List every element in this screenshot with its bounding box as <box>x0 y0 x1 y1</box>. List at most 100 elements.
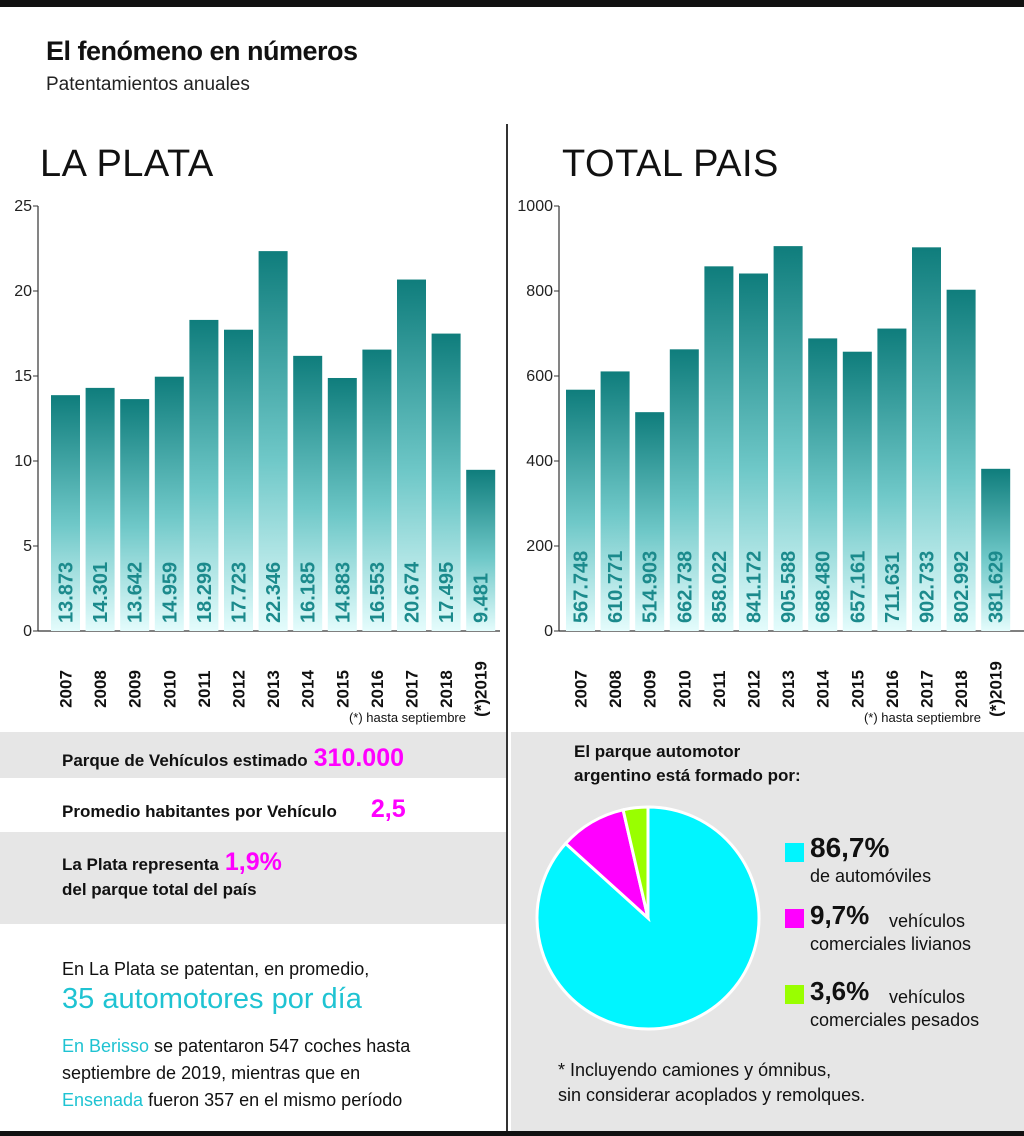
bar-value-label-0-10: 20.674 <box>402 561 424 623</box>
y-tick-label-0-2: 10 <box>14 453 32 470</box>
bar-value-label-1-5: 841.172 <box>744 551 766 623</box>
chart-title-la-plata: LA PLATA <box>40 143 214 185</box>
bar-0-6 <box>258 251 288 632</box>
bar-value-label-0-9: 16.553 <box>367 562 389 623</box>
stat-representa: La Plata representa 1,9% <box>62 848 282 877</box>
legend-text-livianos-1: vehículos <box>889 911 966 931</box>
stat-promedio: Promedio habitantes por Vehículo 2,5 <box>62 795 406 824</box>
bar-0-0 <box>51 395 80 631</box>
x-tick-label-1-9: 2016 <box>883 670 902 708</box>
bar-1-8 <box>842 351 872 631</box>
footnote-0: (*) hasta septiembre <box>349 710 466 725</box>
text-line-1: En La Plata se patentan, en promedio, <box>62 959 370 979</box>
bar-0-2 <box>120 399 150 631</box>
stat-parque: Parque de Vehículos estimado 310.000 <box>62 744 404 773</box>
y-tick-label-1-1: 200 <box>526 538 553 555</box>
bar-1-2 <box>635 412 665 631</box>
bar-value-label-0-0: 13.873 <box>56 562 78 623</box>
x-tick-label-1-11: 2018 <box>952 670 971 708</box>
bar-1-7 <box>808 338 838 631</box>
stat-representa-label: La Plata representa <box>62 855 219 874</box>
x-tick-label-0-2: 2009 <box>126 670 145 708</box>
bar-value-label-0-7: 16.185 <box>298 562 320 623</box>
bar-value-label-1-0: 567.748 <box>571 551 593 623</box>
bar-value-label-1-3: 662.738 <box>674 551 696 623</box>
bar-0-7 <box>293 355 323 631</box>
bar-1-9 <box>877 328 907 631</box>
bar-value-label-1-4: 858.022 <box>709 551 731 623</box>
bar-value-label-0-8: 14.883 <box>332 562 354 623</box>
x-tick-label-0-1: 2008 <box>91 670 110 708</box>
stat-promedio-label: Promedio habitantes por Vehículo <box>62 802 337 821</box>
x-tick-label-0-4: 2011 <box>195 671 214 708</box>
x-tick-label-0-12: (*)2019 <box>472 661 491 717</box>
legend-text-livianos-2: comerciales livianos <box>810 934 972 954</box>
bar-value-label-0-12: 9.481 <box>471 573 493 623</box>
pie-slice-2 <box>621 805 650 919</box>
bar-value-label-1-12: 381.629 <box>986 551 1008 623</box>
stat-representa-post: del parque total del país <box>62 880 257 899</box>
bar-0-10 <box>397 279 426 631</box>
pie-note-line-2: sin considerar acoplados y remolques. <box>558 1085 866 1105</box>
legend-pct-automoviles: 86,7% <box>810 832 890 863</box>
y-tick-label-0-5: 25 <box>14 198 32 215</box>
y-tick-label-0-1: 5 <box>23 538 32 555</box>
y-tick-label-1-0: 0 <box>544 623 553 640</box>
y-tick-label-1-2: 400 <box>526 453 553 470</box>
bar-value-label-1-9: 711.631 <box>882 552 904 623</box>
y-tick-label-1-5: 1000 <box>517 198 553 215</box>
bar-1-12 <box>981 468 1011 631</box>
y-tick-label-0-4: 20 <box>14 283 32 300</box>
bar-value-label-1-1: 610.771 <box>605 551 627 623</box>
pie-title-line-2: argentino está formado por: <box>574 766 801 785</box>
band-representa <box>0 832 506 924</box>
legend-swatch-automoviles <box>785 843 804 862</box>
bar-value-label-1-8: 657.161 <box>847 551 869 623</box>
bar-1-5 <box>739 273 768 631</box>
bar-1-1 <box>600 371 630 631</box>
band-parque <box>0 732 506 778</box>
bar-1-3 <box>669 349 699 631</box>
page-subtitle: Patentamientos anuales <box>46 74 250 95</box>
legend-swatch-livianos <box>785 909 804 928</box>
bar-0-8 <box>327 377 357 631</box>
x-tick-label-0-5: 2012 <box>230 670 249 708</box>
x-tick-label-0-7: 2014 <box>299 670 318 708</box>
bar-value-label-0-1: 14.301 <box>90 562 112 623</box>
x-tick-label-1-0: 2007 <box>572 670 591 708</box>
bar-value-label-0-5: 17.723 <box>229 562 251 623</box>
x-tick-label-1-10: 2017 <box>918 670 937 708</box>
bar-0-3 <box>154 376 184 631</box>
x-tick-label-0-10: 2017 <box>403 670 422 708</box>
berisso-rest: se patentaron 547 coches hasta <box>149 1036 411 1056</box>
x-tick-label-1-4: 2011 <box>710 671 729 708</box>
ensenada-link: Ensenada <box>62 1090 144 1110</box>
x-tick-label-1-12: (*)2019 <box>987 661 1006 717</box>
stat-promedio-value: 2,5 <box>370 795 406 823</box>
bar-1-10 <box>912 247 941 631</box>
y-tick-label-1-4: 800 <box>526 283 553 300</box>
x-tick-label-1-8: 2015 <box>848 670 867 708</box>
stat-representa-value: 1,9% <box>224 848 282 876</box>
page-title: El fenómeno en números <box>46 36 358 66</box>
x-tick-label-1-1: 2008 <box>606 670 625 708</box>
y-tick-label-0-3: 15 <box>14 368 32 385</box>
bar-value-label-0-2: 13.642 <box>125 562 147 623</box>
x-tick-label-0-3: 2010 <box>160 670 179 708</box>
top-rule <box>0 0 1024 7</box>
bar-value-label-1-6: 905.588 <box>778 551 800 623</box>
bar-value-label-1-2: 514.903 <box>640 551 662 623</box>
bar-1-6 <box>773 246 803 631</box>
legend-pct-livianos: 9,7% <box>810 900 870 930</box>
bar-0-5 <box>224 329 253 631</box>
stat-parque-label: Parque de Vehículos estimado <box>62 751 308 770</box>
x-tick-label-1-2: 2009 <box>641 670 660 708</box>
text-line-3: septiembre de 2019, mientras que en <box>62 1063 361 1083</box>
legend-text-automoviles: de automóviles <box>810 866 932 886</box>
text-highlight: 35 automotores por día <box>62 983 362 1015</box>
pie-title-line-1: El parque automotor <box>574 742 741 761</box>
x-tick-label-0-9: 2016 <box>368 670 387 708</box>
pie-note-line-1: * Incluyendo camiones y ómnibus, <box>558 1060 832 1080</box>
bar-0-1 <box>85 387 115 631</box>
